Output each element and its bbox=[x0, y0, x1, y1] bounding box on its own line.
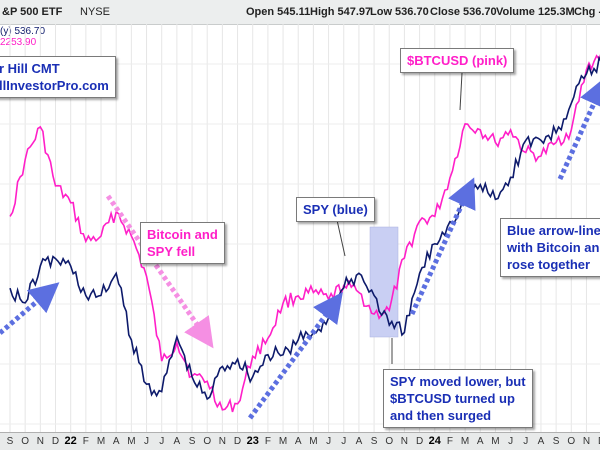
high-value: High 547.97 bbox=[310, 6, 372, 18]
x-tick-label: A bbox=[112, 436, 120, 447]
x-tick-label: S bbox=[370, 436, 378, 447]
rose-line-1: Blue arrow-line bbox=[507, 223, 600, 238]
lower-callout: SPY moved lower, but $BTCUSD turned up a… bbox=[383, 369, 533, 428]
lower-line-3: and then surged bbox=[390, 408, 492, 423]
x-tick-label: M bbox=[278, 436, 288, 447]
arrow-rally-2023 bbox=[247, 291, 343, 420]
x-tick-label: N bbox=[36, 436, 44, 447]
x-tick-label: J bbox=[341, 436, 347, 447]
x-tick-label: O bbox=[203, 436, 212, 447]
x-tick-label: A bbox=[173, 436, 181, 447]
x-tick-label: S bbox=[6, 436, 14, 447]
lower-line-2: $BTCUSD turned up bbox=[390, 391, 515, 406]
lower-line-1: SPY moved lower, but bbox=[390, 374, 526, 389]
x-tick-label: O bbox=[385, 436, 394, 447]
volume-value: Volume 125.3M bbox=[496, 6, 575, 18]
x-tick-label: J bbox=[523, 436, 529, 447]
rose-line-2: with Bitcoin an bbox=[507, 240, 600, 255]
x-tick-label: M bbox=[491, 436, 500, 447]
x-tick-label: 23 bbox=[246, 435, 259, 447]
change-value: Chg - bbox=[574, 6, 600, 18]
x-tick-label: J bbox=[144, 436, 150, 447]
fell-callout: Bitcoin and SPY fell bbox=[140, 222, 225, 264]
arrow-fell-down bbox=[105, 194, 214, 349]
x-tick-label: N bbox=[582, 436, 591, 447]
arrow-rally-late-2024 bbox=[557, 76, 600, 181]
arrow-rally-2024 bbox=[409, 177, 476, 316]
x-tick-label: A bbox=[537, 436, 545, 447]
spy-legend: (y) 536.70 bbox=[0, 26, 46, 37]
x-tick-label: D bbox=[51, 436, 60, 447]
close-value: Close 536.70 bbox=[430, 6, 497, 18]
series-lines bbox=[9, 54, 600, 413]
open-value: Open 545.11 bbox=[246, 6, 311, 18]
x-tick-label: M bbox=[309, 436, 318, 447]
btc-legend: 2253.90 bbox=[0, 37, 37, 48]
author-line-1: r Hill CMT bbox=[0, 61, 60, 76]
btc-series-line bbox=[9, 54, 600, 413]
btc-callout: $BTCUSD (pink) bbox=[400, 48, 515, 73]
x-tick-label: F bbox=[446, 436, 453, 447]
callout-leader-btc bbox=[459, 72, 463, 111]
x-tick-label: A bbox=[294, 436, 302, 447]
x-tick-label: M bbox=[460, 436, 470, 447]
x-tick-label: D bbox=[233, 436, 242, 447]
spy-callout-text: SPY (blue) bbox=[303, 202, 368, 217]
x-tick-label: O bbox=[21, 436, 30, 447]
x-tick-label: F bbox=[82, 436, 89, 447]
x-tick-label: M bbox=[96, 436, 106, 447]
fell-line-2: SPY fell bbox=[147, 244, 196, 259]
x-tick-label: A bbox=[476, 436, 484, 447]
x-tick-label: J bbox=[508, 436, 514, 447]
x-tick-label: S bbox=[552, 436, 560, 447]
x-tick-label: J bbox=[326, 436, 332, 447]
x-axis: S O N D 22 F M A M J J A S O N D 23 F M A M J J A S O N D 24 F M A M J J A S… bbox=[0, 432, 600, 450]
spy-callout: SPY (blue) bbox=[296, 197, 375, 222]
fell-line-1: Bitcoin and bbox=[147, 227, 218, 242]
x-tick-label: N bbox=[218, 436, 226, 447]
exchange-label: NYSE bbox=[80, 6, 110, 18]
x-tick-label: 22 bbox=[64, 435, 77, 447]
author-line-2: llInvestorPro.com bbox=[0, 78, 109, 93]
x-tick-label: A bbox=[355, 436, 363, 447]
x-tick-label: 24 bbox=[428, 435, 441, 447]
arrow-left-up bbox=[0, 282, 60, 335]
x-tick-label: D bbox=[415, 436, 424, 447]
x-tick-label: D bbox=[598, 436, 600, 447]
spy-series-line bbox=[9, 55, 600, 401]
rose-callout: Blue arrow-line with Bitcoin an rose tog… bbox=[500, 218, 600, 277]
highlight-shade bbox=[369, 226, 399, 338]
btc-callout-text: $BTCUSD (pink) bbox=[407, 53, 508, 68]
x-tick-label: M bbox=[127, 436, 136, 447]
callout-leader-spy bbox=[336, 219, 346, 257]
chart-header-bar: &P 500 ETF NYSE Open 545.11 High 547.97 … bbox=[0, 0, 600, 25]
author-callout: r Hill CMT llInvestorPro.com bbox=[0, 56, 116, 98]
x-tick-label: N bbox=[400, 436, 409, 447]
x-tick-label: F bbox=[264, 436, 271, 447]
x-tick-label: O bbox=[567, 436, 576, 447]
x-tick-label: S bbox=[188, 436, 196, 447]
low-value: Low 536.70 bbox=[370, 6, 429, 18]
x-tick-label: J bbox=[159, 436, 165, 447]
rose-line-3: rose together bbox=[507, 257, 591, 272]
symbol-title: &P 500 ETF bbox=[2, 6, 63, 18]
